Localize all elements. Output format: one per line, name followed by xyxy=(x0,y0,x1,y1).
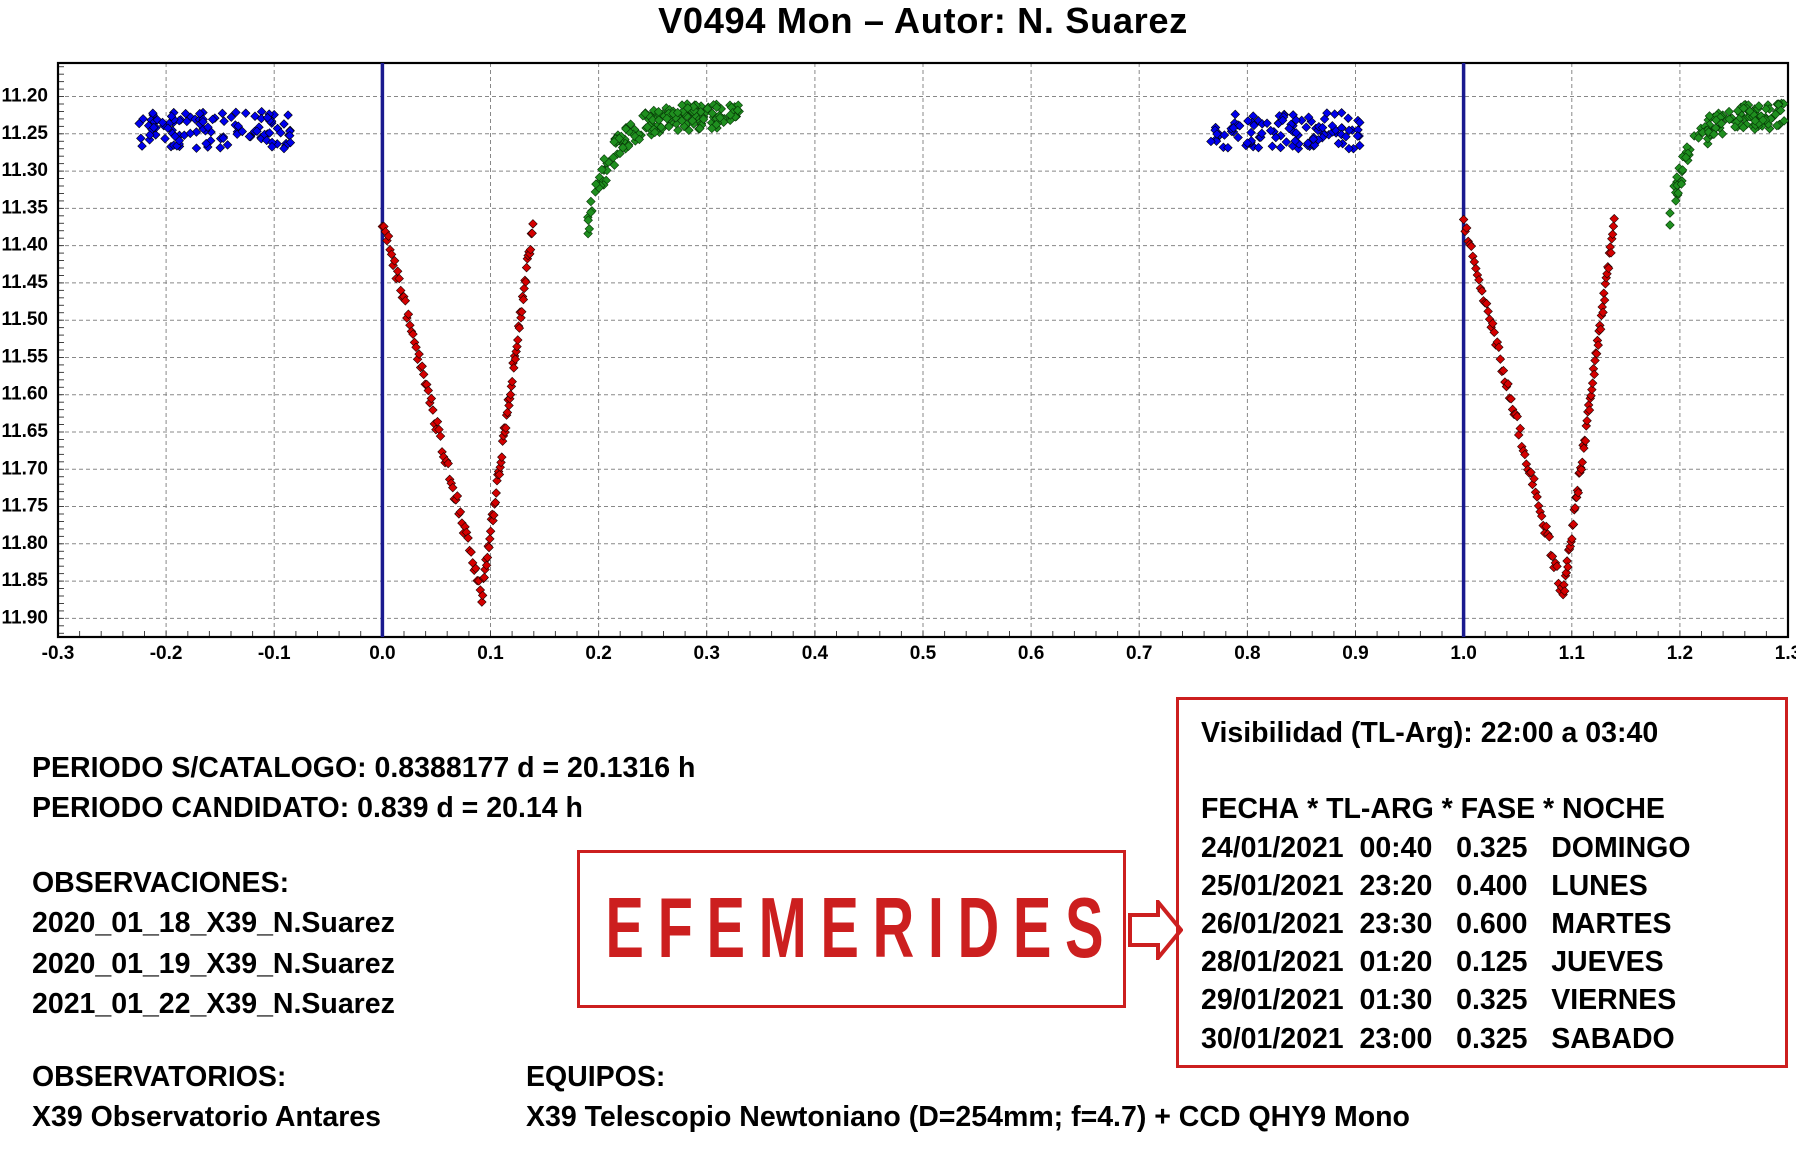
svg-text:0.8: 0.8 xyxy=(1234,643,1260,660)
svg-text:11.50: 11.50 xyxy=(2,309,49,330)
svg-text:11.65: 11.65 xyxy=(2,421,49,442)
svg-text:11.35: 11.35 xyxy=(2,197,49,218)
svg-text:0.7: 0.7 xyxy=(1126,643,1152,660)
svg-text:0.9: 0.9 xyxy=(1342,643,1368,660)
svg-text:0.0: 0.0 xyxy=(369,643,395,660)
svg-text:11.20: 11.20 xyxy=(2,86,49,107)
svg-text:1.2: 1.2 xyxy=(1667,643,1693,660)
svg-text:-0.1: -0.1 xyxy=(258,643,291,660)
svg-text:11.90: 11.90 xyxy=(2,607,49,628)
svg-text:1.3: 1.3 xyxy=(1775,643,1796,660)
svg-text:0.3: 0.3 xyxy=(693,643,719,660)
svg-text:0.1: 0.1 xyxy=(477,643,504,660)
svg-text:1.0: 1.0 xyxy=(1450,643,1476,660)
svg-text:0.6: 0.6 xyxy=(1018,643,1044,660)
svg-text:0.2: 0.2 xyxy=(585,643,611,660)
svg-text:11.25: 11.25 xyxy=(2,123,49,144)
svg-text:0.4: 0.4 xyxy=(802,643,829,660)
svg-text:11.85: 11.85 xyxy=(2,570,49,591)
svg-text:11.60: 11.60 xyxy=(2,384,49,405)
svg-text:-0.2: -0.2 xyxy=(150,643,183,660)
svg-text:11.75: 11.75 xyxy=(2,496,49,517)
svg-text:11.30: 11.30 xyxy=(2,160,49,181)
svg-text:11.55: 11.55 xyxy=(2,347,49,368)
svg-text:11.80: 11.80 xyxy=(2,533,49,554)
svg-text:11.70: 11.70 xyxy=(2,458,49,479)
svg-text:11.40: 11.40 xyxy=(2,235,49,256)
svg-text:-0.3: -0.3 xyxy=(42,643,75,660)
svg-text:11.45: 11.45 xyxy=(2,272,49,293)
svg-text:1.1: 1.1 xyxy=(1559,643,1586,660)
svg-text:0.5: 0.5 xyxy=(910,643,937,660)
